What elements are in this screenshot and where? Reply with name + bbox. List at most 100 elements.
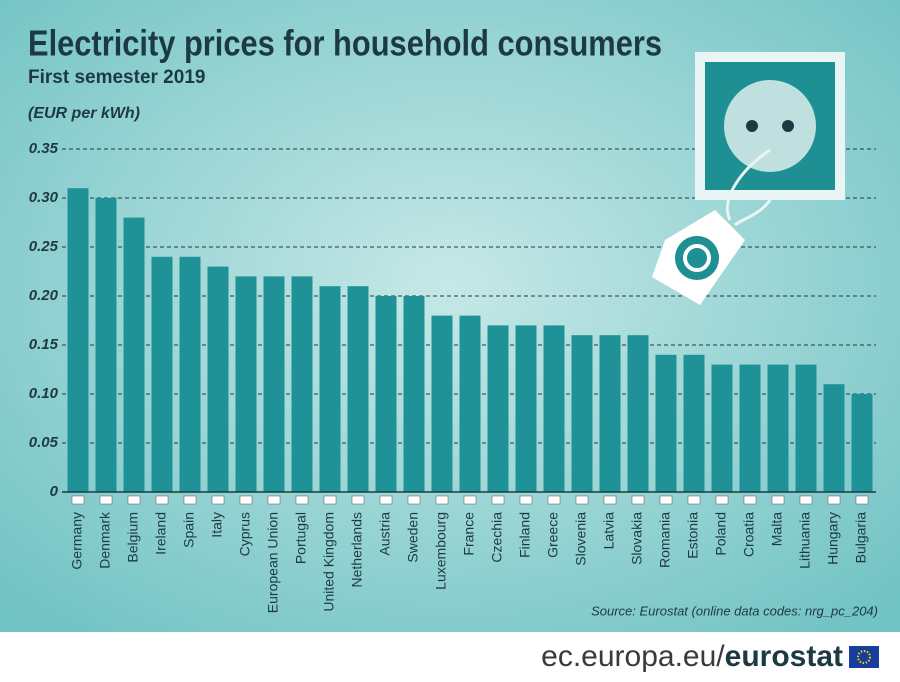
bar [543,325,565,492]
bar [431,315,453,492]
socket-hole [746,120,758,132]
footer-site: ec.europa.eu/ [541,640,725,673]
flag [463,495,477,505]
bar [67,188,89,492]
x-tick-label: Hungary [825,512,841,565]
socket-icon [652,52,845,305]
bar [487,325,509,492]
footer-url: ec.europa.eu/eurostat [541,640,843,673]
y-tick-label: 0.10 [29,385,59,402]
bar [179,256,201,492]
flag [407,495,421,505]
bar [95,198,117,492]
bar [123,217,145,492]
flag [211,495,225,505]
x-tick-label: Cyprus [237,512,253,556]
bar [767,364,789,492]
bar [151,256,173,492]
y-tick-label: 0.05 [29,434,59,451]
x-tick-label: Romania [657,512,673,568]
x-tick-label: Poland [713,512,729,556]
chart-title: Electricity prices for household consume… [28,23,662,64]
x-tick-label: Germany [69,512,85,570]
flag [743,495,757,505]
eu-stars [857,650,871,664]
footer-band [0,632,900,682]
x-tick-label: Denmark [97,511,113,569]
tag-circle [675,236,719,280]
y-tick-label: 0.25 [29,238,59,255]
flag [183,495,197,505]
bar [347,286,369,492]
flag [295,495,309,505]
y-tick-label: 0.30 [29,189,59,206]
x-tick-label: Finland [517,512,533,558]
tag-string [725,148,772,227]
x-tick-label: Bulgaria [853,512,869,564]
flag [99,495,113,505]
x-tick-label: Czechia [489,512,505,563]
flag [631,495,645,505]
flag [799,495,813,505]
x-tick-label: Ireland [153,512,169,555]
x-tick-label: Lithuania [797,512,813,569]
bar [655,354,677,492]
x-tick-label: Austria [377,512,393,556]
flag [155,495,169,505]
bar [823,384,845,492]
socket-hole [782,120,794,132]
bar [207,266,229,492]
flag [351,495,365,505]
x-tick-label: Estonia [685,512,701,559]
bar [711,364,733,492]
x-tick-label: Slovakia [629,512,645,565]
bar [571,335,593,492]
x-tick-label: Luxembourg [433,512,449,590]
x-tick-label: Belgium [125,512,141,563]
x-tick-label: Slovenia [573,512,589,566]
footer-brand: eurostat [725,640,843,673]
euro-sign [683,244,711,272]
bar [515,325,537,492]
x-tick-label: Latvia [601,512,617,550]
flag [239,495,253,505]
x-tick-label: United Kingdom [321,512,337,612]
flag [771,495,785,505]
bar [235,276,257,492]
bar [375,296,397,492]
socket-face [724,80,816,172]
flag [659,495,673,505]
flag [575,495,589,505]
bar [627,335,649,492]
source-note: Source: Eurostat (online data codes: nrg… [591,603,878,618]
bar [291,276,313,492]
y-tick-label: 0 [50,483,59,500]
flag [127,495,141,505]
flag [323,495,337,505]
flag [603,495,617,505]
flag [827,495,841,505]
flag [519,495,533,505]
flag [855,495,869,505]
bar [851,394,873,492]
x-tick-label: Netherlands [349,512,365,588]
bar [739,364,761,492]
bar [319,286,341,492]
flag [71,495,85,505]
flag [547,495,561,505]
flag [379,495,393,505]
flag [491,495,505,505]
flag [267,495,281,505]
x-tick-label: Spain [181,512,197,548]
bar [599,335,621,492]
x-tick-label: Portugal [293,512,309,564]
bar [459,315,481,492]
y-tick-label: 0.20 [29,287,59,304]
x-tick-label: Italy [209,512,225,538]
flag [687,495,701,505]
bar [403,296,425,492]
x-tick-label: European Union [265,512,281,613]
x-tick-label: Croatia [741,512,757,557]
